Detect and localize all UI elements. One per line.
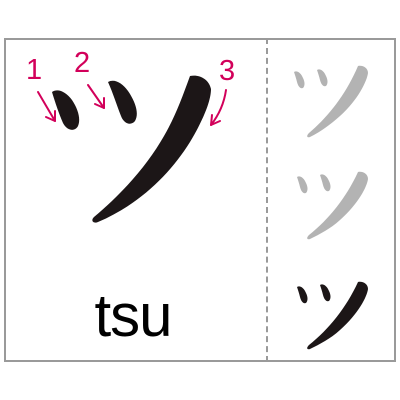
practice-row-1-trace bbox=[294, 65, 368, 138]
stroke-number-3: 3 bbox=[219, 55, 236, 87]
practice-row-3-final bbox=[297, 281, 368, 350]
stroke-1 bbox=[52, 90, 80, 130]
stroke-number-1: 1 bbox=[26, 54, 43, 86]
romaji-label: tsu bbox=[94, 282, 172, 349]
stroke-number-2: 2 bbox=[74, 47, 91, 79]
stroke-2 bbox=[108, 80, 137, 124]
practice-row-2-trace bbox=[297, 171, 368, 240]
dashed-divider bbox=[266, 38, 268, 362]
stroke-3 bbox=[92, 75, 211, 223]
